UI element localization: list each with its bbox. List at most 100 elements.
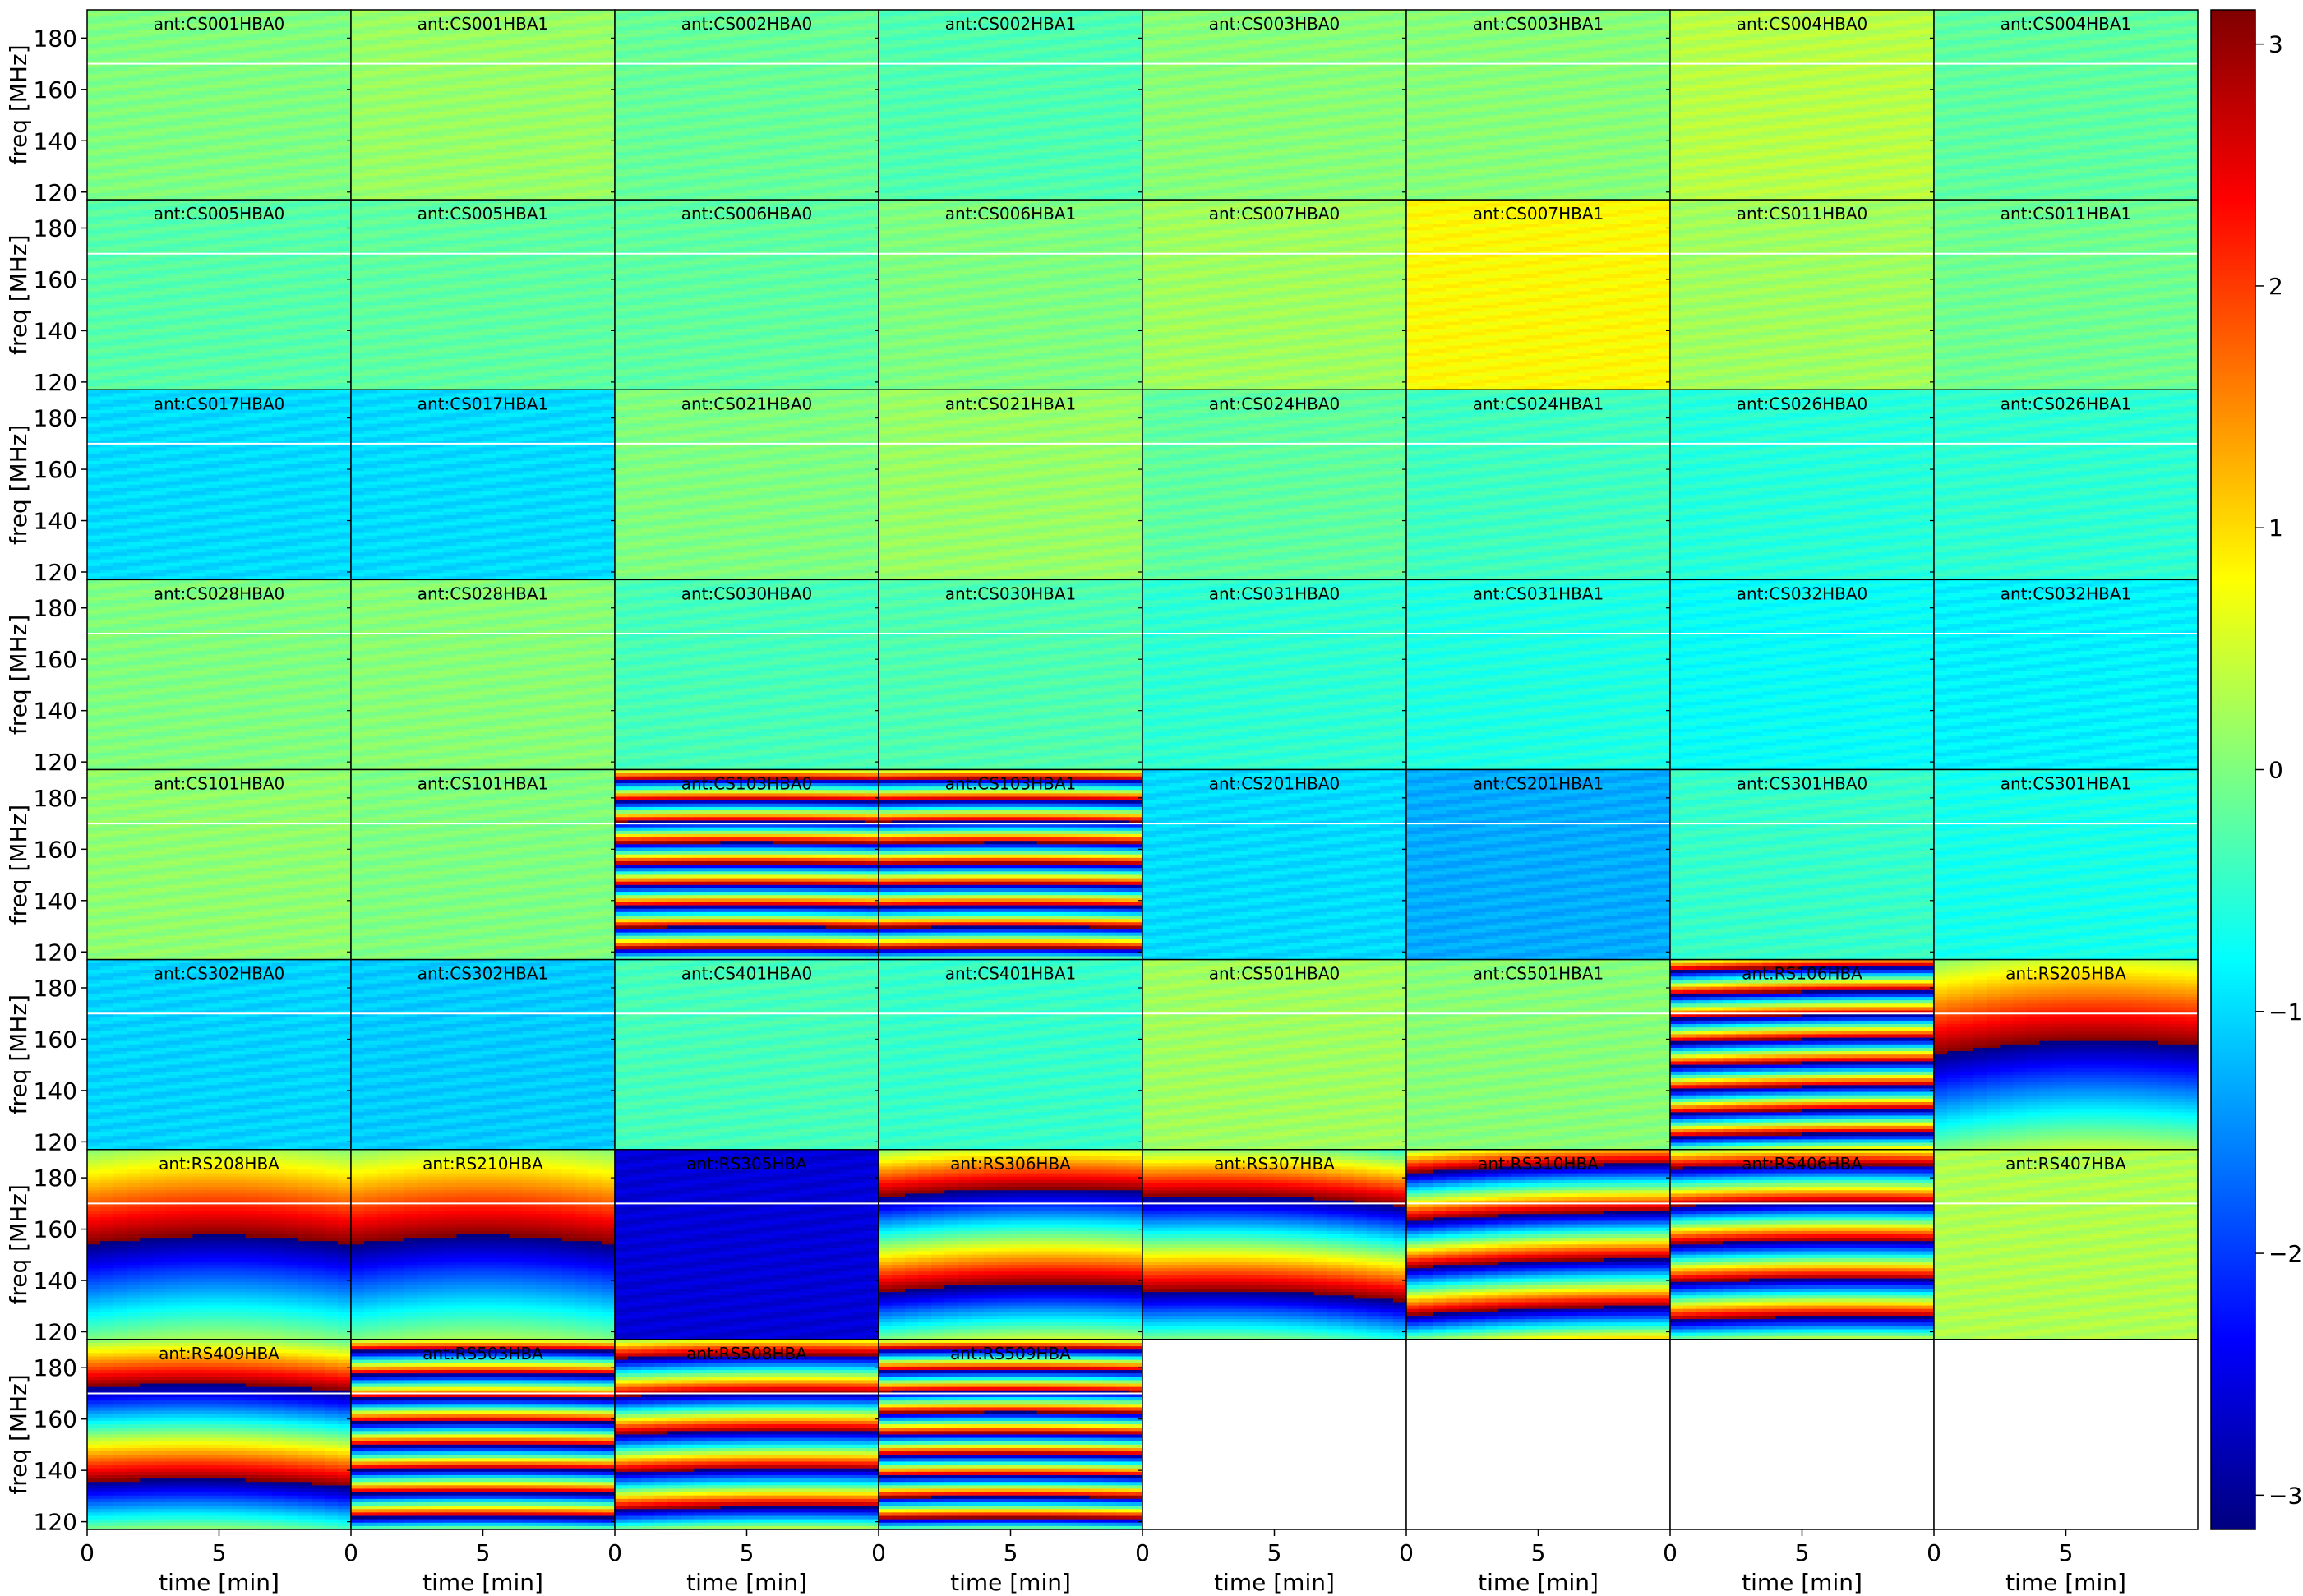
heatmap-cell: [272, 193, 286, 197]
heatmap-cell: [153, 163, 167, 167]
heatmap-cell: [140, 169, 154, 173]
heatmap-cell: [285, 91, 299, 95]
heatmap-cell: [259, 71, 273, 75]
heatmap-cell: [285, 27, 299, 31]
heatmap-cell: [205, 105, 219, 109]
heatmap-cell: [246, 101, 260, 105]
heatmap-cell: [338, 173, 352, 177]
heatmap-cell: [272, 179, 286, 183]
heatmap-cell: [127, 169, 141, 173]
heatmap-cell: [338, 176, 352, 180]
heatmap-cell: [113, 95, 127, 99]
heatmap-cell: [113, 64, 127, 68]
heatmap-cell: [127, 71, 141, 75]
heatmap-cell: [113, 34, 127, 38]
heatmap-cell: [166, 58, 180, 62]
heatmap-cell: [233, 54, 247, 58]
heatmap-cell: [140, 122, 154, 126]
heatmap-cell: [298, 139, 312, 143]
heatmap-cell: [140, 54, 154, 58]
heatmap-cell: [312, 64, 325, 68]
heatmap-cell: [259, 152, 273, 156]
heatmap-cell: [298, 118, 312, 122]
heatmap-cell: [285, 13, 299, 17]
heatmap-cell: [87, 187, 101, 191]
heatmap-cell: [272, 128, 286, 132]
heatmap-cell: [100, 34, 114, 38]
heatmap-cell: [100, 173, 114, 177]
heatmap-cell: [233, 108, 247, 113]
heatmap-cell: [219, 163, 233, 167]
heatmap-cell: [127, 118, 141, 122]
heatmap-cell: [219, 74, 233, 78]
heatmap-cell: [325, 78, 339, 82]
heatmap-cell: [312, 88, 325, 92]
heatmap-cell: [166, 159, 180, 164]
heatmap-cell: [312, 193, 325, 197]
heatmap-cell: [338, 44, 352, 48]
heatmap-cell: [100, 166, 114, 170]
heatmap-cell: [113, 136, 127, 140]
heatmap-cell: [285, 64, 299, 68]
heatmap-cell: [140, 78, 154, 82]
heatmap-cell: [205, 44, 219, 48]
heatmap-cell: [87, 88, 101, 92]
heatmap-cell: [113, 187, 127, 191]
heatmap-cell: [179, 136, 193, 140]
heatmap-cell: [127, 67, 141, 71]
heatmap-cell: [166, 136, 180, 140]
heatmap-cell: [166, 125, 180, 129]
heatmap-cell: [113, 44, 127, 48]
heatmap-cell: [233, 105, 247, 109]
heatmap-cell: [166, 81, 180, 85]
heatmap-cell: [179, 95, 193, 99]
heatmap-cell: [87, 71, 101, 75]
heatmap-cell: [113, 74, 127, 78]
heatmap-cell: [325, 193, 339, 197]
heatmap-cell: [233, 142, 247, 146]
heatmap-cell: [100, 139, 114, 143]
heatmap-cell: [166, 193, 180, 197]
heatmap-cell: [272, 101, 286, 105]
heatmap-cell: [179, 142, 193, 146]
heatmap-cell: [285, 24, 299, 28]
heatmap-cell: [285, 166, 299, 170]
heatmap-cell: [127, 155, 141, 159]
heatmap-cell: [246, 71, 260, 75]
heatmap-cell: [153, 155, 167, 159]
heatmap-cell: [219, 159, 233, 164]
heatmap-cell: [153, 142, 167, 146]
heatmap-cell: [298, 149, 312, 153]
heatmap-cell: [325, 139, 339, 143]
heatmap-cell: [338, 190, 352, 194]
heatmap-cell: [338, 182, 352, 187]
heatmap-cell: [233, 112, 247, 116]
heatmap-cell: [233, 125, 247, 129]
heatmap-cell: [87, 179, 101, 183]
heatmap-cell: [127, 179, 141, 183]
heatmap-cell: [153, 132, 167, 136]
heatmap-cell: [113, 182, 127, 187]
heatmap-cell: [192, 88, 206, 92]
heatmap-cell: [87, 16, 101, 21]
heatmap-cell: [205, 64, 219, 68]
heatmap-cell: [312, 136, 325, 140]
heatmap-cell: [179, 182, 193, 187]
heatmap-cell: [192, 34, 206, 38]
heatmap-cell: [140, 149, 154, 153]
heatmap-cell: [100, 182, 114, 187]
heatmap-cell: [325, 64, 339, 68]
heatmap-cell: [179, 166, 193, 170]
heatmap-cell: [312, 142, 325, 146]
heatmap-cell: [153, 128, 167, 132]
heatmap-cell: [233, 155, 247, 159]
heatmap-cell: [246, 85, 260, 89]
heatmap-cell: [113, 145, 127, 150]
heatmap-cell: [127, 190, 141, 194]
heatmap-cell: [312, 105, 325, 109]
heatmap-cell: [298, 74, 312, 78]
heatmap-cell: [100, 91, 114, 95]
heatmap-cell: [153, 136, 167, 140]
heatmap-cell: [100, 115, 114, 119]
heatmap-cell: [153, 139, 167, 143]
